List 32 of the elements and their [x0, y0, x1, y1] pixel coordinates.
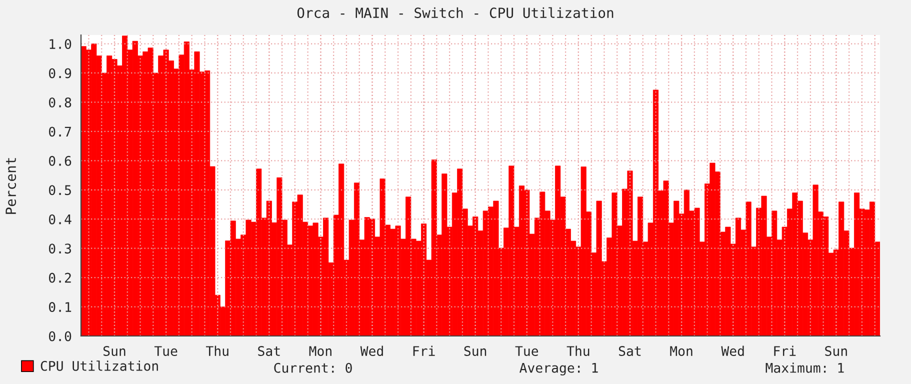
y-tick-label: 1.0: [50, 39, 72, 50]
x-tick-label: Fri: [413, 346, 435, 356]
y-axis-title: Percent: [6, 158, 16, 214]
x-tick-label: Mon: [309, 346, 332, 356]
y-tick-label: 0.7: [49, 126, 71, 137]
x-tick-label: Thu: [206, 346, 228, 356]
x-tick-label: Wed: [360, 346, 383, 356]
x-tick-label: Sun: [464, 346, 486, 356]
y-tick-label: 0.9: [49, 68, 72, 78]
x-tick-label: Sun: [103, 346, 126, 356]
x-tick-label: Tue: [515, 346, 538, 356]
y-tick-label: 0.2: [49, 272, 71, 283]
text: Current: 0: [274, 362, 352, 373]
x-tick-label: Sun: [825, 346, 847, 356]
chart-title: Orca - MAIN - Switch - CPU Utilization: [297, 7, 614, 18]
x-tick-label: Fri: [774, 346, 796, 356]
x-tick-label: Sat: [618, 346, 641, 356]
x-tick-label: Mon: [670, 346, 692, 356]
y-tick-label: 0.3: [49, 244, 71, 254]
y-tick-label: 0.8: [49, 97, 72, 108]
x-tick-label: Sat: [258, 346, 280, 356]
y-tick-label: 0.1: [49, 302, 72, 312]
y-tick-label: 0.6: [49, 156, 72, 166]
text: Average: 1: [520, 362, 598, 376]
x-tick-label: Tue: [154, 346, 178, 356]
y-tick-label: 0.0: [49, 331, 72, 342]
y-tick-label: 0.5: [49, 185, 71, 196]
x-tick-label: Thu: [566, 346, 590, 356]
legend-label: CPU Utilization: [40, 360, 158, 371]
x-tick-label: Wed: [721, 346, 744, 356]
text: Maximum: 1: [766, 362, 844, 373]
y-tick-label: 0.4: [49, 214, 72, 224]
